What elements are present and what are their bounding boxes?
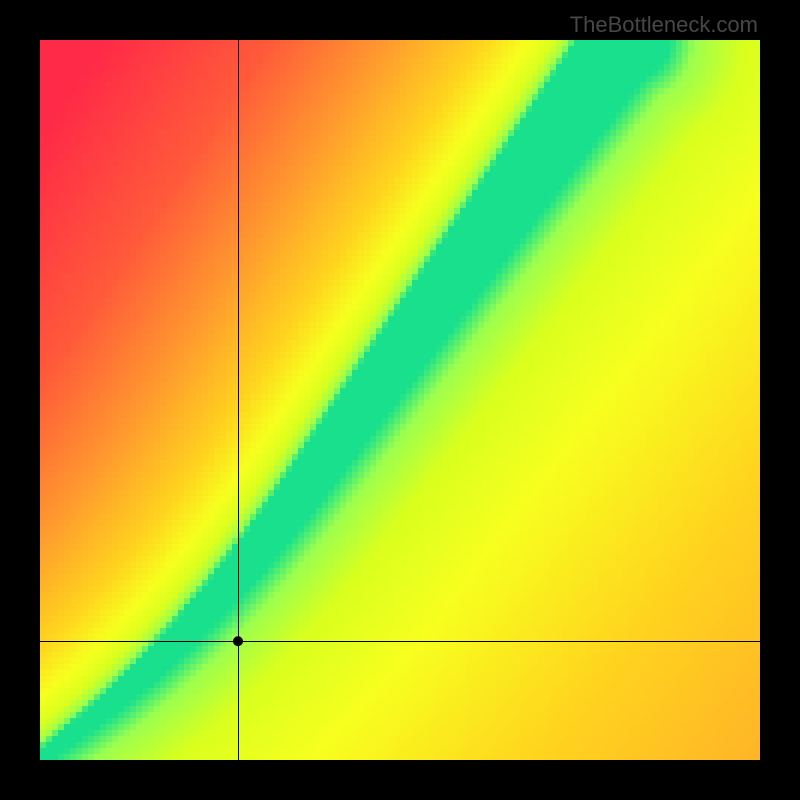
bottleneck-heatmap	[0, 0, 800, 800]
chart-container: TheBottleneck.com	[0, 0, 800, 800]
